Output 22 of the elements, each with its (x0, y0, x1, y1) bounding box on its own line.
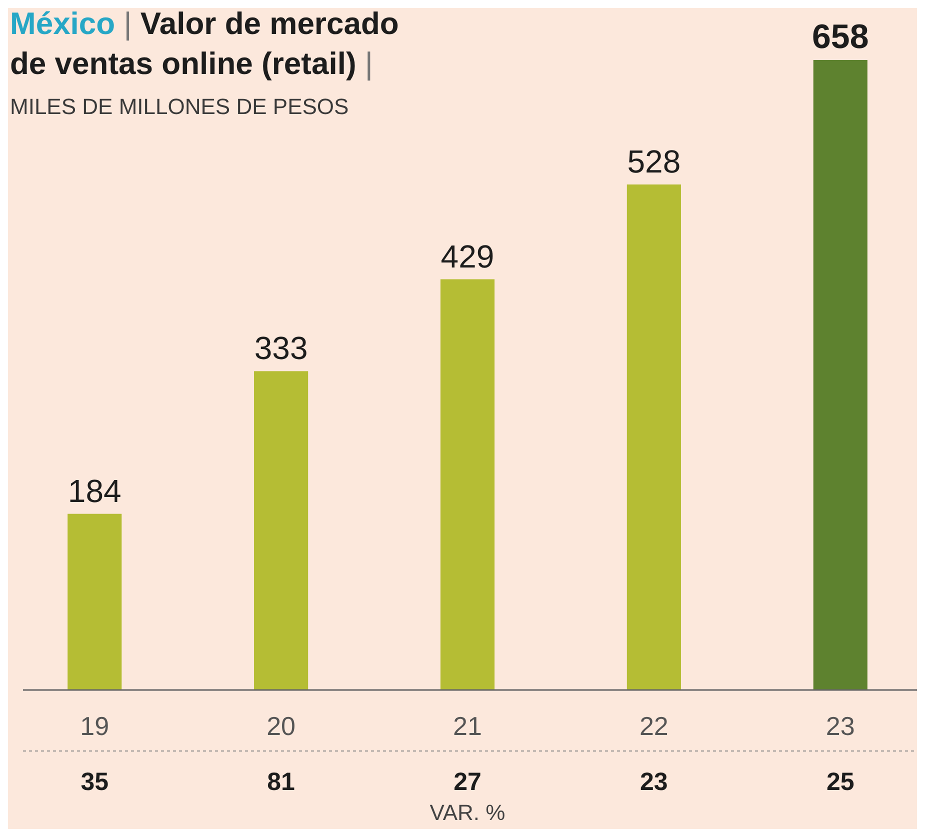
x-tick-label: 23 (826, 711, 855, 741)
data-label: 429 (440, 238, 494, 274)
text: 23 (640, 768, 668, 796)
text: 27 (454, 768, 482, 796)
bar (626, 184, 681, 690)
bar (813, 60, 868, 690)
text: 25 (826, 768, 854, 796)
x-tick-label: 19 (80, 711, 110, 741)
x-tick-label: 21 (453, 711, 482, 741)
data-label: 658 (812, 18, 869, 56)
bar (68, 514, 122, 690)
text: 35 (80, 768, 109, 796)
bar (440, 279, 495, 690)
data-label: 184 (68, 472, 122, 509)
x-tick-label: 20 (266, 711, 296, 741)
data-label: 528 (627, 143, 681, 180)
text: VAR. % (430, 800, 506, 825)
data-label: 333 (254, 330, 308, 366)
text: 81 (267, 768, 296, 796)
bar (254, 371, 308, 690)
x-tick-label: 22 (639, 711, 668, 741)
chart-title: México | Valor de mercado de ventas online (retail) | MILES DE MILLONES DE PESOS (10, 6, 399, 119)
